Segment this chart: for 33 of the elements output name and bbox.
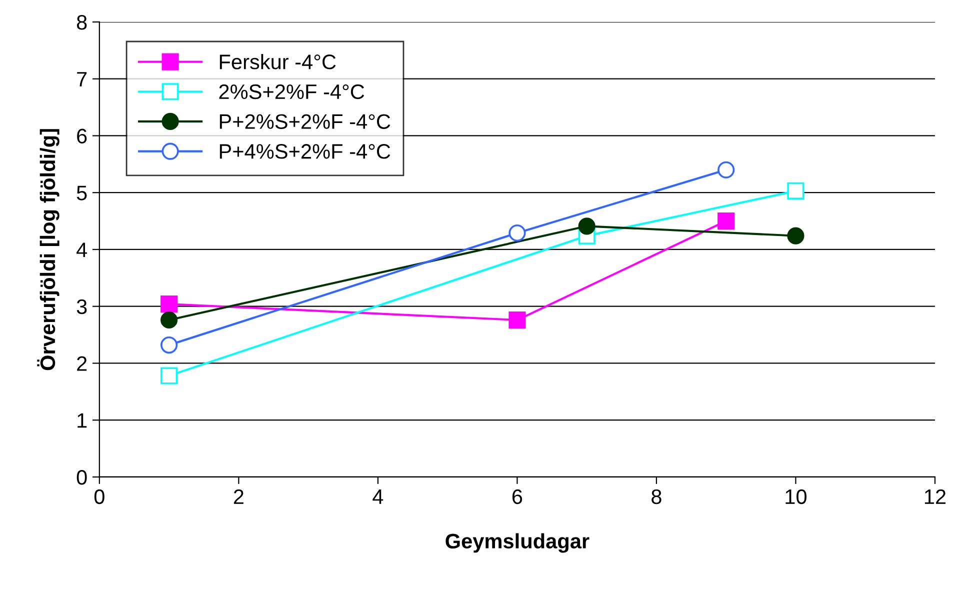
point (578, 218, 596, 235)
legend-label: Ferskur -4°C (220, 54, 336, 70)
x-tick-label: 10 (786, 489, 806, 504)
x-tick-label: 2 (234, 489, 244, 504)
legend-label: P+2%S+2%F -4°C (220, 114, 390, 129)
x-tick-label: 4 (372, 490, 384, 504)
point (718, 161, 735, 178)
y-tick-label: 5 (76, 186, 87, 200)
y-tick-label: 3 (76, 299, 87, 314)
point (508, 311, 526, 329)
legend-label: 2%S+2%F -4°C (219, 84, 364, 100)
y-tick-label: 6 (77, 128, 87, 144)
x-tick-label: 0 (94, 489, 104, 504)
point (508, 224, 526, 242)
y-tick-label: 2 (77, 356, 87, 371)
x-tick-label: 8 (652, 489, 662, 504)
x-axis-title: Geymsludagar (446, 533, 590, 553)
x-tick-label: 6 (512, 489, 522, 504)
point (160, 311, 178, 329)
x-tick-label: 12 (924, 489, 946, 504)
point (160, 336, 178, 354)
y-axis-title: Örverufjöldi [log fjöldi/g] (37, 129, 60, 370)
point (787, 182, 804, 200)
legend-label: P+4%S+2%F -4°C (220, 144, 390, 159)
point (787, 227, 804, 244)
y-tick-label: 7 (77, 72, 87, 86)
point (160, 296, 178, 313)
y-tick-label: 0 (76, 470, 87, 485)
point (718, 212, 735, 230)
y-tick-label: 4 (76, 242, 88, 258)
y-tick-label: 1 (78, 413, 87, 428)
y-tick-label: 8 (76, 14, 87, 30)
point (160, 367, 178, 384)
